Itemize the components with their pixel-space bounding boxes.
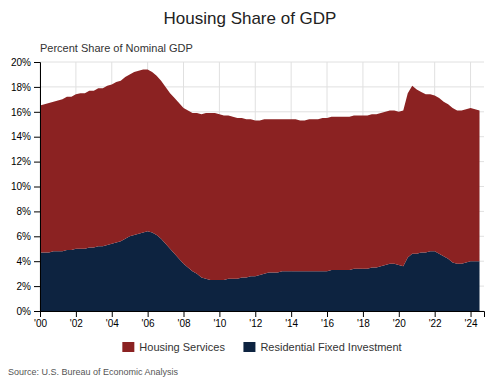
x-axis-tick: '20 (393, 311, 406, 329)
x-axis-tick-label: '20 (393, 318, 406, 329)
y-axis-tick: 0% (17, 306, 40, 317)
y-axis-tick-mark (34, 236, 40, 237)
y-axis-tick: 8% (17, 206, 40, 217)
y-axis-tick-mark (34, 187, 40, 188)
y-axis-tick: 2% (17, 281, 40, 292)
x-axis-tick-label: '24 (465, 318, 478, 329)
x-axis-tick: '02 (70, 311, 83, 329)
legend: Housing Services Residential Fixed Invest… (122, 341, 401, 353)
y-axis-tick-label: 4% (17, 256, 32, 267)
x-axis-tick-mark (291, 311, 292, 317)
x-axis-tick-label: '10 (213, 318, 226, 329)
x-axis-tick-label: '04 (106, 318, 119, 329)
x-axis-tick: '00 (34, 311, 47, 329)
x-axis-tick: '08 (177, 311, 190, 329)
x-axis-tick-label: '02 (70, 318, 83, 329)
y-axis-tick-label: 2% (17, 281, 32, 292)
y-axis-tick-label: 6% (17, 231, 32, 242)
x-axis-tick: '14 (285, 311, 298, 329)
y-axis-tick-mark (34, 286, 40, 287)
y-axis-tick-label: 14% (11, 131, 31, 142)
y-axis-tick: 18% (11, 82, 40, 93)
y-axis-tick-label: 16% (11, 107, 31, 118)
x-axis-tick: '24 (465, 311, 478, 329)
x-axis-line (41, 312, 485, 318)
plot: '00 '02 '04 '06 '08 '10 '12 '14 '16 '18 '20 '22 '24 0… (11, 57, 485, 329)
legend-label: Residential Fixed Investment (260, 341, 401, 353)
x-axis-tick-mark (219, 311, 220, 317)
area (40, 69, 480, 279)
x-axis-tick-mark (327, 311, 328, 317)
y-axis-tick-mark (34, 112, 40, 113)
x-axis-tick-mark (148, 311, 149, 317)
subtitle: Percent Share of Nominal GDP (40, 42, 193, 54)
y-axis-tick: 10% (11, 181, 40, 192)
y-axis-tick: 4% (17, 256, 40, 267)
chart: Housing Share of GDP Percent Share of Nom… (0, 0, 500, 383)
y-axis-tick: 16% (11, 107, 40, 118)
y-axis-tick-label: 0% (17, 306, 32, 317)
y-axis-tick-label: 12% (11, 156, 31, 167)
y-axis-tick: 20% (11, 57, 40, 68)
y-axis-tick-mark (34, 62, 40, 63)
x-axis-tick: '04 (106, 311, 119, 329)
areas (40, 69, 480, 311)
y-axis-tick-label: 10% (11, 181, 31, 192)
y-axis-tick: 14% (11, 131, 40, 142)
x-axis-tick-label: '14 (285, 318, 298, 329)
y-axis-tick-label: 20% (11, 57, 31, 68)
x-axis-tick-label: '00 (34, 318, 47, 329)
y-axis-tick-mark (34, 311, 40, 312)
y-axis-tick-mark (34, 87, 40, 88)
x-axis-tick-label: '08 (177, 318, 190, 329)
y-axis-tick: 6% (17, 231, 40, 242)
x-axis-tick-mark (399, 311, 400, 317)
x-axis-tick-mark (184, 311, 185, 317)
x-axis-tick-mark (255, 311, 256, 317)
legend-swatch (243, 342, 255, 352)
title: Housing Share of GDP (164, 9, 337, 28)
y-axis-line (34, 63, 41, 312)
x-axis-tick: '22 (429, 311, 442, 329)
x-axis-tick-mark (112, 311, 113, 317)
legend-label: Housing Services (139, 341, 225, 353)
x-axis-tick: '10 (213, 311, 226, 329)
y-axis-tick-mark (34, 211, 40, 212)
x-axis-tick-label: '16 (321, 318, 334, 329)
x-axis-tick: '12 (249, 311, 262, 329)
source-note: Source: U.S. Bureau of Economic Analysis (8, 367, 179, 377)
x-axis-tick-label: '18 (357, 318, 370, 329)
y-axis-tick-mark (34, 261, 40, 262)
legend-item: Residential Fixed Investment (243, 341, 401, 353)
x-axis-tick-mark (435, 311, 436, 317)
x-axis-tick-mark (76, 311, 77, 317)
legend-item: Housing Services (122, 341, 225, 353)
y-axis: 0% 2% 4% 6% 8% 10% 12% 14% 16% 18% 20% (11, 57, 41, 317)
y-axis-tick-mark (34, 137, 40, 138)
grid-line-y (40, 62, 484, 63)
y-axis-tick: 12% (11, 156, 40, 167)
x-axis-tick-mark (471, 311, 472, 317)
x-axis-tick: '16 (321, 311, 334, 329)
y-axis-tick-label: 8% (17, 206, 32, 217)
x-axis-tick-mark (363, 311, 364, 317)
x-axis-tick-label: '06 (142, 318, 155, 329)
x-axis: '00 '02 '04 '06 '08 '10 '12 '14 '16 '18 '20 '22 '24 (34, 311, 485, 329)
y-axis-tick-mark (34, 162, 40, 163)
legend-swatch (122, 342, 134, 352)
grid (40, 62, 484, 311)
y-axis-tick-label: 18% (11, 82, 31, 93)
x-axis-tick-label: '22 (429, 318, 442, 329)
x-axis-tick-label: '12 (249, 318, 262, 329)
x-axis-tick: '18 (357, 311, 370, 329)
x-axis-tick: '06 (142, 311, 155, 329)
